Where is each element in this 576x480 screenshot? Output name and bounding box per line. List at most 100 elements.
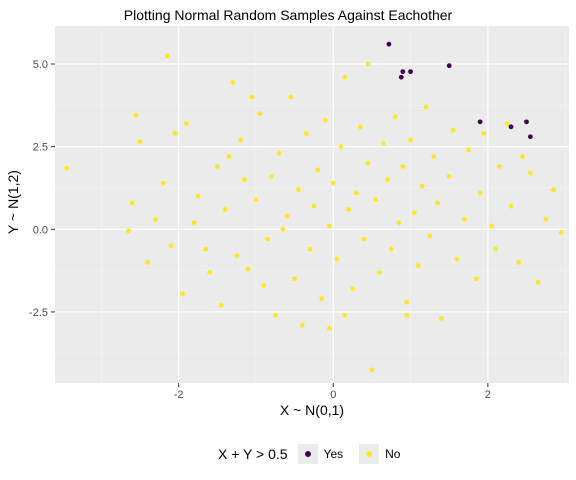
data-point-no <box>238 137 243 143</box>
data-point-no <box>296 187 301 193</box>
legend-title: X + Y > 0.5 <box>218 446 288 462</box>
data-point-no <box>245 266 251 272</box>
data-point-no <box>431 154 437 159</box>
data-point-no <box>203 246 209 252</box>
data-point-no <box>137 139 143 145</box>
legend-dot-yes <box>304 451 311 457</box>
plot-panel <box>55 26 569 383</box>
data-point-yes <box>527 134 533 140</box>
data-point-no <box>257 111 263 116</box>
data-point-no <box>307 246 313 252</box>
y-axis-label: Y ~ N(1,2) <box>5 170 21 234</box>
chart-title: Plotting Normal Random Samples Against E… <box>123 7 453 23</box>
data-point-no <box>361 236 367 242</box>
data-point-no <box>481 131 487 136</box>
data-point-no <box>520 154 526 159</box>
major-grid <box>55 26 569 383</box>
data-point-no <box>64 165 69 171</box>
data-point-no <box>319 296 325 302</box>
data-point-no <box>477 190 483 196</box>
data-point-no <box>535 279 541 285</box>
data-point-no <box>180 291 185 297</box>
data-point-no <box>504 121 510 126</box>
legend-dot-no <box>366 451 373 457</box>
data-point-no <box>473 276 479 282</box>
minor-grid <box>55 26 569 383</box>
x-tick-label: -2 <box>174 389 184 401</box>
data-point-no <box>369 367 375 373</box>
data-point-no <box>446 174 452 179</box>
data-point-no <box>400 164 406 169</box>
data-point-no <box>543 216 549 222</box>
data-point-no <box>253 197 259 202</box>
data-point-no <box>272 312 278 318</box>
y-axis-ticks: -2.5 0.0 2.5 5.0 <box>29 59 55 319</box>
y-tick-label: -2.5 <box>29 307 48 319</box>
data-point-no <box>350 286 355 292</box>
data-point-no <box>323 117 328 123</box>
data-point-no <box>303 131 309 136</box>
y-tick-label: 5.0 <box>33 59 48 71</box>
data-point-no <box>145 259 151 265</box>
x-tick-label: 2 <box>485 389 491 401</box>
data-point-no <box>439 316 444 321</box>
data-point-no <box>129 200 135 206</box>
data-point-no <box>222 207 228 212</box>
data-point-no <box>342 74 348 80</box>
data-point-no <box>346 207 352 212</box>
data-point-no <box>164 53 170 59</box>
data-point-no <box>126 228 131 234</box>
data-point-no <box>450 127 456 133</box>
data-point-no <box>377 269 383 275</box>
data-point-no <box>284 213 290 219</box>
data-point-no <box>558 230 564 235</box>
data-point-no <box>454 256 460 262</box>
data-point-no <box>334 256 340 262</box>
data-point-no <box>357 124 363 130</box>
data-point-no <box>218 302 224 308</box>
data-point-no <box>288 94 294 100</box>
data-point-no <box>462 216 468 222</box>
data-point-no <box>342 312 348 318</box>
legend-key-no <box>359 444 380 464</box>
data-point-no <box>230 79 236 85</box>
data-point-no <box>133 112 139 118</box>
data-point-no <box>419 183 425 189</box>
data-point-no <box>423 104 429 110</box>
data-point-no <box>292 276 298 282</box>
data-point-no <box>388 246 394 252</box>
data-point-no <box>392 114 398 120</box>
data-point-no <box>311 203 317 209</box>
data-point-no <box>265 236 270 242</box>
data-point-yes <box>446 63 452 69</box>
data-point-no <box>338 144 344 150</box>
data-point-yes <box>386 41 392 47</box>
y-tick-label: 2.5 <box>33 142 48 154</box>
data-point-no <box>326 223 332 229</box>
data-point-no <box>384 177 390 183</box>
data-point-no <box>516 259 522 265</box>
data-point-yes <box>477 119 483 125</box>
data-point-no <box>160 180 166 186</box>
data-point-no <box>527 170 533 176</box>
data-point-no <box>427 233 433 239</box>
data-point-no <box>396 220 402 226</box>
y-tick-label: 0.0 <box>33 224 48 236</box>
data-point-yes <box>400 69 406 75</box>
data-point-no <box>508 203 514 209</box>
data-point-no <box>195 193 201 199</box>
data-point-no <box>551 187 556 193</box>
data-point-yes <box>524 119 529 125</box>
data-point-no <box>489 223 495 229</box>
data-point-no <box>365 61 371 67</box>
data-point-no <box>234 253 240 259</box>
data-point-no <box>408 137 413 143</box>
data-point-no <box>435 200 441 206</box>
data-point-no <box>261 283 267 288</box>
data-point-no <box>299 322 305 328</box>
data-point-no <box>412 210 417 216</box>
data-point-no <box>226 154 232 159</box>
legend-label-yes: Yes <box>323 447 344 461</box>
data-point-no <box>315 167 321 173</box>
x-axis-ticks: -2 0 2 <box>174 383 491 401</box>
